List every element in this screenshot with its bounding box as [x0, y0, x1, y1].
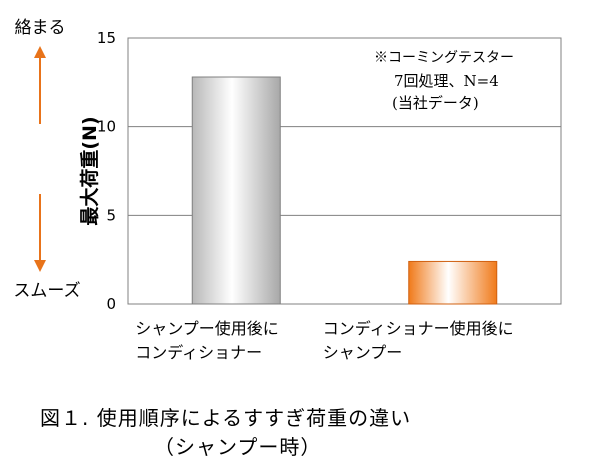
figure-caption: 図１. 使用順序によるすすぎ荷重の違い — [40, 406, 412, 430]
figure-caption-sub: （シャンプー時） — [154, 435, 322, 459]
svg-text:コンディショナー: コンディショナー — [135, 343, 262, 362]
svg-text:シャンプー: シャンプー — [323, 343, 403, 362]
y-axis-label: 最大荷重(N) — [78, 116, 101, 225]
svg-text:シャンプー使用後に: シャンプー使用後に — [135, 319, 279, 338]
y-tick-label: 10 — [97, 118, 116, 136]
bar-2 — [408, 260, 498, 305]
y-tick-label: 15 — [97, 29, 116, 47]
annotation-line-2: 7回処理、N=4 — [394, 72, 499, 90]
annotation-line-1: ※コーミングテスター — [374, 50, 514, 66]
svg-text:コンディショナー使用後に: コンディショナー使用後に — [323, 319, 514, 338]
up-arrow-icon — [34, 46, 46, 124]
y-tick-label: 5 — [106, 206, 116, 224]
top-indicator-label: 絡まる — [15, 18, 66, 38]
down-arrow-icon — [34, 194, 46, 272]
y-tick-label: 0 — [106, 295, 116, 313]
annotation-line-3: (当社データ) — [392, 94, 479, 112]
bar-1 — [191, 76, 281, 305]
bottom-indicator-label: スムーズ — [13, 281, 80, 301]
